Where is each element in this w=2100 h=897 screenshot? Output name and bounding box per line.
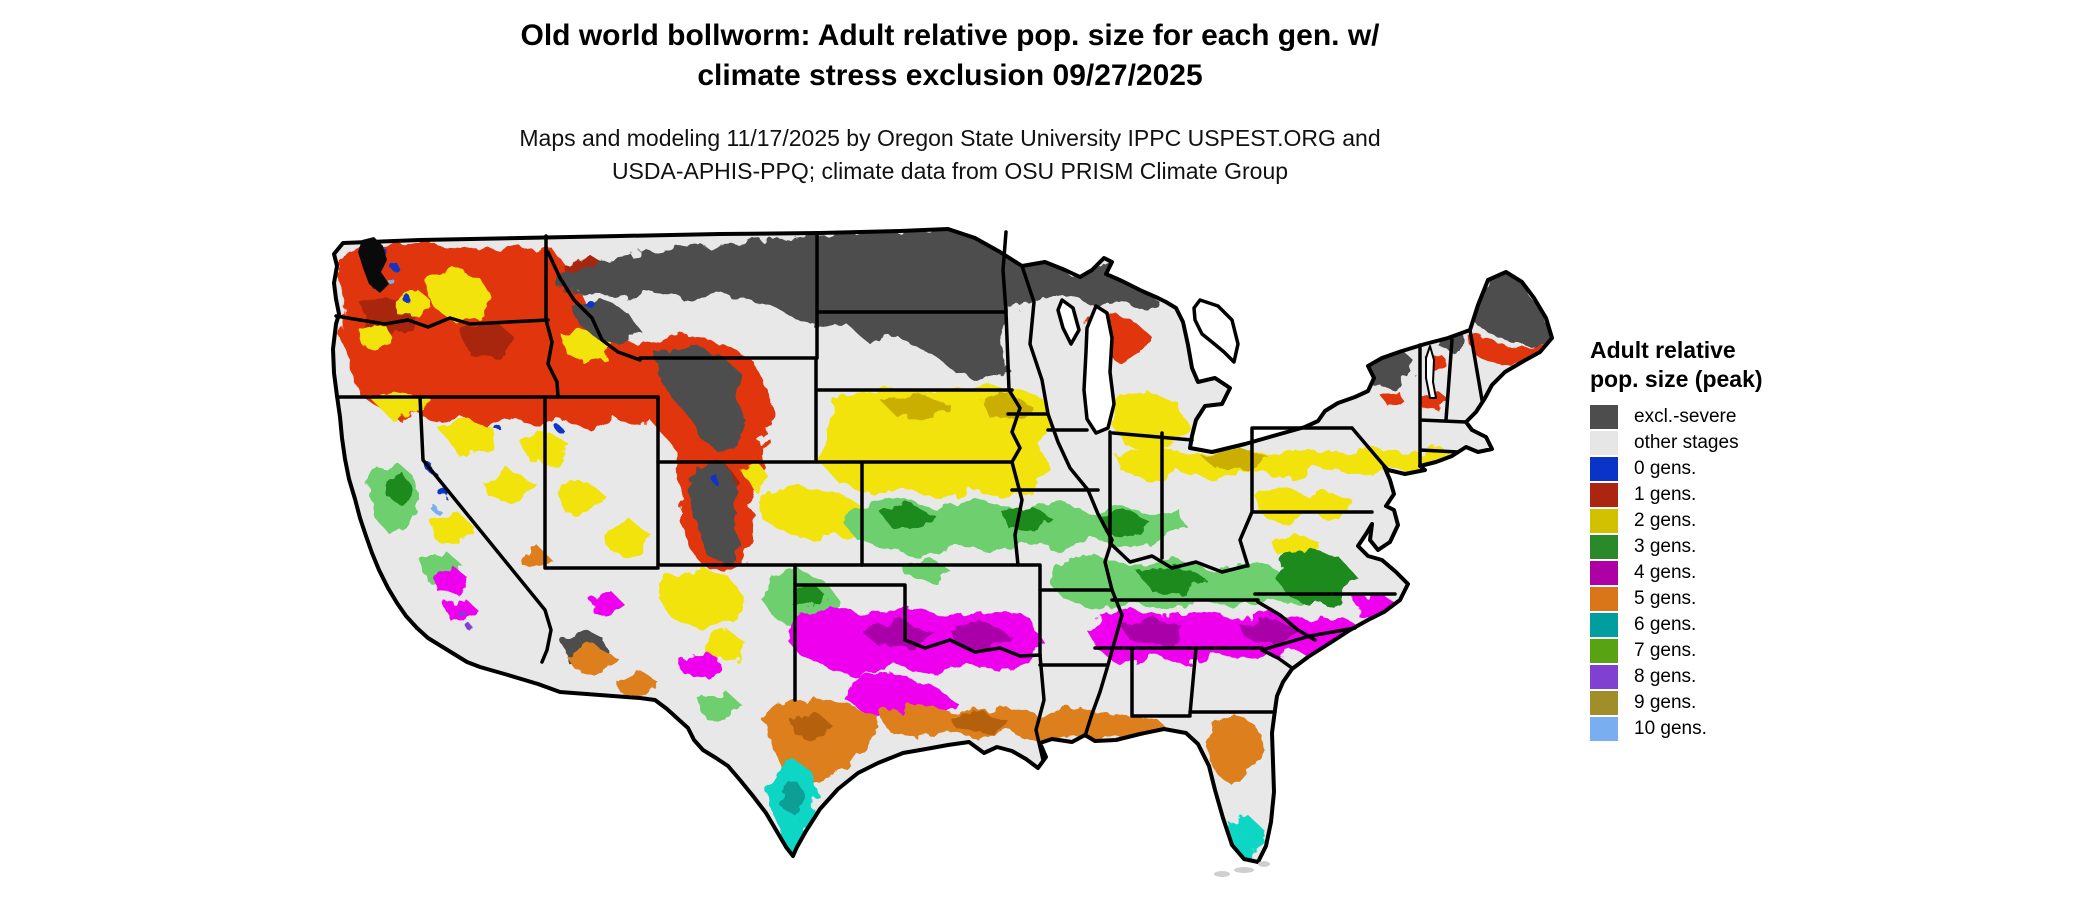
legend-item: 6 gens. <box>1590 612 1810 638</box>
legend-item: 9 gens. <box>1590 690 1810 716</box>
legend-item: other stages <box>1590 430 1810 456</box>
legend-label: 4 gens. <box>1634 562 1697 583</box>
legend-swatch <box>1590 561 1618 585</box>
legend-swatch <box>1590 587 1618 611</box>
page-title-line1: Old world bollworm: Adult relative pop. … <box>520 19 1380 52</box>
legend-item: 0 gens. <box>1590 456 1810 482</box>
map-container <box>330 220 1570 892</box>
legend-label: 9 gens. <box>1634 692 1697 713</box>
legend-label: 3 gens. <box>1634 536 1697 557</box>
legend-swatch <box>1590 613 1618 637</box>
lake-champlain <box>1425 345 1437 399</box>
lake-huron <box>1192 298 1240 364</box>
region-3-gens-dark <box>385 472 1355 608</box>
legend-label: 8 gens. <box>1634 666 1697 687</box>
legend-label: 2 gens. <box>1634 510 1697 531</box>
region-5-gens-dark <box>790 712 1010 740</box>
lake-michigan <box>1082 304 1116 435</box>
legend-label: 10 gens. <box>1634 718 1707 739</box>
legend-label: other stages <box>1634 432 1739 453</box>
region-10-gens <box>387 277 439 513</box>
legend-items: excl.-severe other stages 0 gens. 1 gens. 2 … <box>1590 404 1810 742</box>
legend-item: 3 gens. <box>1590 534 1810 560</box>
page-subtitle-line2: USDA-APHIS-PPQ; climate data from OSU PR… <box>611 158 1289 184</box>
legend-item: 1 gens. <box>1590 482 1810 508</box>
legend-label: 1 gens. <box>1634 484 1697 505</box>
legend-title: Adult relative pop. size (peak) <box>1590 337 1763 392</box>
legend-swatch <box>1590 691 1618 715</box>
legend-swatch <box>1590 639 1618 663</box>
legend-item: excl.-severe <box>1590 404 1810 430</box>
legend-label: 7 gens. <box>1634 640 1697 661</box>
legend-swatch <box>1590 717 1618 741</box>
region-8-gens <box>457 608 473 631</box>
legend-item: 4 gens. <box>1590 560 1810 586</box>
legend-swatch <box>1590 509 1618 533</box>
legend-swatch <box>1590 535 1618 559</box>
page-subtitle-line1: Maps and modeling 11/17/2025 by Oregon S… <box>519 125 1381 151</box>
page-title-line2: climate stress exclusion 09/27/2025 <box>697 59 1203 92</box>
legend-label: 5 gens. <box>1634 588 1697 609</box>
legend-item: 7 gens. <box>1590 638 1810 664</box>
legend-item: 5 gens. <box>1590 586 1810 612</box>
legend-item: 8 gens. <box>1590 664 1810 690</box>
legend-label: 0 gens. <box>1634 458 1697 479</box>
us-outline <box>331 227 1554 864</box>
region-4-gens-dark <box>860 618 1300 650</box>
state-borders <box>334 230 1484 762</box>
legend-swatch <box>1590 665 1618 689</box>
puget-sound <box>358 237 389 293</box>
map-legend: Adult relative pop. size (peak) excl.-se… <box>1590 336 1810 742</box>
page-subtitle: Maps and modeling 11/17/2025 by Oregon S… <box>330 122 1570 188</box>
region-6-gens-dark <box>780 782 808 818</box>
legend-swatch <box>1590 431 1618 455</box>
legend-item: 2 gens. <box>1590 508 1810 534</box>
legend-swatch <box>1590 405 1618 429</box>
legend-label: excl.-severe <box>1634 406 1737 427</box>
green-bay <box>1056 298 1081 346</box>
us-generation-map <box>331 227 1554 877</box>
legend-item: 10 gens. <box>1590 716 1810 742</box>
legend-label: 6 gens. <box>1634 614 1697 635</box>
florida-keys <box>1214 861 1270 877</box>
page-title: Old world bollworm: Adult relative pop. … <box>330 16 1570 96</box>
legend-swatch <box>1590 483 1618 507</box>
legend-swatch <box>1590 457 1618 481</box>
generation-regions <box>340 229 1552 860</box>
